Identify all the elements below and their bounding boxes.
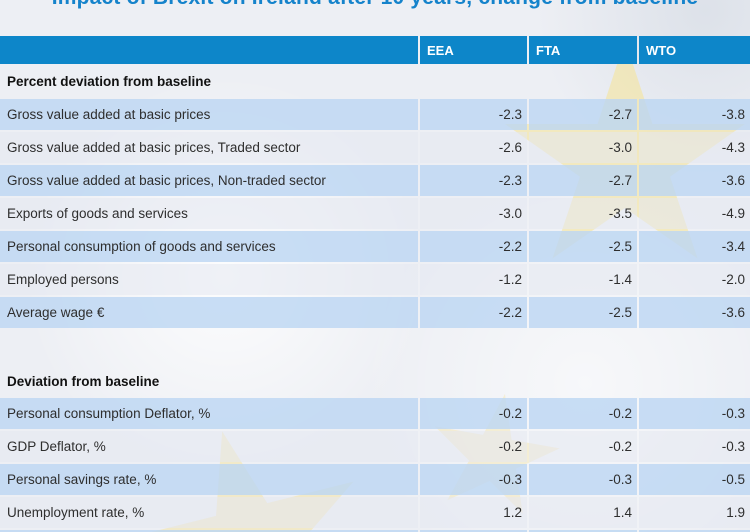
cell-wto: 1.9: [639, 497, 750, 528]
table-row: Personal savings rate, % -0.3 -0.3 -0.5: [0, 464, 750, 495]
cell-fta: -3.5: [529, 198, 637, 229]
cell-eea: -0.2: [420, 431, 527, 462]
column-header-eea: EEA: [420, 36, 527, 64]
section-rows-percent-deviation: Gross value added at basic prices -2.3 -2.…: [0, 99, 750, 328]
cell-fta: -2.7: [529, 99, 637, 130]
cell-fta: -0.2: [529, 431, 637, 462]
table-row: Gross value added at basic prices, Trade…: [0, 132, 750, 163]
cell-wto: -0.3: [639, 398, 750, 429]
cell-fta: -1.4: [529, 264, 637, 295]
row-label: GDP Deflator, %: [0, 431, 418, 462]
column-header-empty: [0, 36, 418, 64]
section-header-percent-deviation: Percent deviation from baseline: [7, 74, 212, 89]
cell-eea: -2.6: [420, 132, 527, 163]
column-header-fta: FTA: [529, 36, 637, 64]
cell-wto: -0.5: [639, 464, 750, 495]
table-header-row: EEA FTA WTO: [0, 36, 750, 64]
section-header-deviation: Deviation from baseline: [7, 374, 160, 389]
page-title: Impact of Brexit on Ireland after 10 yea…: [0, 0, 750, 9]
cell-wto: -2.0: [639, 264, 750, 295]
cell-eea: -2.3: [420, 165, 527, 196]
cell-eea: -2.2: [420, 297, 527, 328]
cell-fta: [529, 530, 637, 532]
row-label: Unemployment rate, %: [0, 497, 418, 528]
row-label: [0, 530, 418, 532]
row-label: Exports of goods and services: [0, 198, 418, 229]
cell-fta: -2.5: [529, 297, 637, 328]
table-row: Average wage € -2.2 -2.5 -3.6: [0, 297, 750, 328]
table-row: Personal consumption Deflator, % -0.2 -0.2…: [0, 398, 750, 429]
row-label: Personal consumption Deflator, %: [0, 398, 418, 429]
cell-fta: -3.0: [529, 132, 637, 163]
cell-eea: [420, 530, 527, 532]
cell-wto: [639, 530, 750, 532]
table-row: Gross value added at basic prices -2.3 -2.…: [0, 99, 750, 130]
cell-eea: -2.2: [420, 231, 527, 262]
table-row: GDP Deflator, % -0.2 -0.2 -0.3: [0, 431, 750, 462]
cell-fta: -2.7: [529, 165, 637, 196]
cell-wto: -4.3: [639, 132, 750, 163]
row-label: Gross value added at basic prices: [0, 99, 418, 130]
row-label: Gross value added at basic prices, Non-t…: [0, 165, 418, 196]
cell-fta: -0.3: [529, 464, 637, 495]
column-header-wto: WTO: [639, 36, 750, 64]
cell-eea: -2.3: [420, 99, 527, 130]
cell-wto: -3.4: [639, 231, 750, 262]
row-label: Employed persons: [0, 264, 418, 295]
row-label: Personal consumption of goods and servic…: [0, 231, 418, 262]
row-label: Personal savings rate, %: [0, 464, 418, 495]
cell-eea: -3.0: [420, 198, 527, 229]
table-row-partial: [0, 530, 750, 532]
cell-eea: -0.2: [420, 398, 527, 429]
section-rows-deviation: Personal consumption Deflator, % -0.2 -0.2…: [0, 398, 750, 528]
table-row: Personal consumption of goods and servic…: [0, 231, 750, 262]
cell-eea: -1.2: [420, 264, 527, 295]
table-row: Gross value added at basic prices, Non-t…: [0, 165, 750, 196]
table-row: Unemployment rate, % 1.2 1.4 1.9: [0, 497, 750, 528]
impact-table: EEA FTA WTO Percent deviation from basel…: [0, 36, 750, 532]
cell-wto: -0.3: [639, 431, 750, 462]
cell-wto: -3.6: [639, 165, 750, 196]
row-label: Average wage €: [0, 297, 418, 328]
cell-eea: 1.2: [420, 497, 527, 528]
cell-fta: -2.5: [529, 231, 637, 262]
table-row: Employed persons -1.2 -1.4 -2.0: [0, 264, 750, 295]
cell-eea: -0.3: [420, 464, 527, 495]
cell-wto: -4.9: [639, 198, 750, 229]
cell-wto: -3.8: [639, 99, 750, 130]
cell-fta: -0.2: [529, 398, 637, 429]
table-row: Exports of goods and services -3.0 -3.5 -4.…: [0, 198, 750, 229]
cell-fta: 1.4: [529, 497, 637, 528]
row-label: Gross value added at basic prices, Trade…: [0, 132, 418, 163]
cell-wto: -3.6: [639, 297, 750, 328]
